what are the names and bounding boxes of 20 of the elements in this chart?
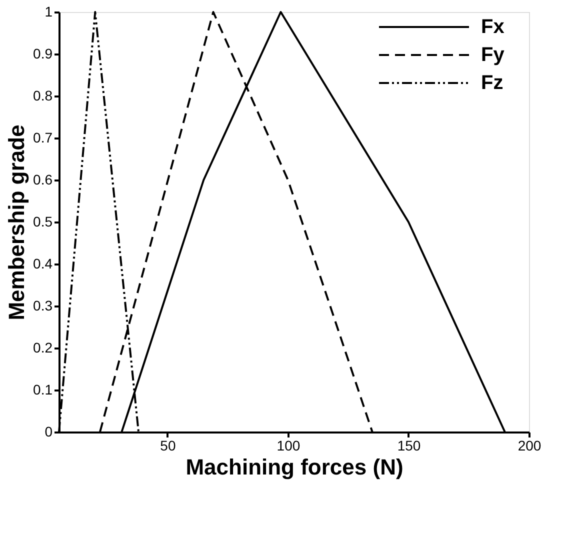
y-tick-label: 0.7	[33, 130, 53, 146]
legend-label: Fz	[481, 72, 504, 94]
y-tick-label: 0.1	[33, 382, 53, 398]
y-tick-label: 0.3	[33, 298, 53, 314]
y-tick-label: 0.6	[33, 172, 53, 188]
y-tick-label: 0.4	[33, 256, 53, 272]
legend-label: Fx	[481, 16, 504, 38]
y-tick-label: 0.8	[33, 88, 53, 104]
x-tick-label: 150	[397, 438, 421, 454]
x-tick-label: 50	[160, 438, 176, 454]
legend-label: Fy	[481, 44, 506, 66]
y-tick-label: 0.2	[33, 340, 53, 356]
y-tick-label: 0.5	[33, 214, 53, 230]
x-axis-title: Machining forces (N)	[186, 454, 404, 480]
y-tick-label: 0.9	[33, 46, 53, 62]
x-tick-label: 200	[518, 438, 542, 454]
x-tick-label: 100	[276, 438, 300, 454]
y-tick-label: 1	[44, 4, 53, 20]
y-tick-label: 0	[44, 424, 53, 440]
y-axis-title: Membership grade	[4, 124, 30, 320]
